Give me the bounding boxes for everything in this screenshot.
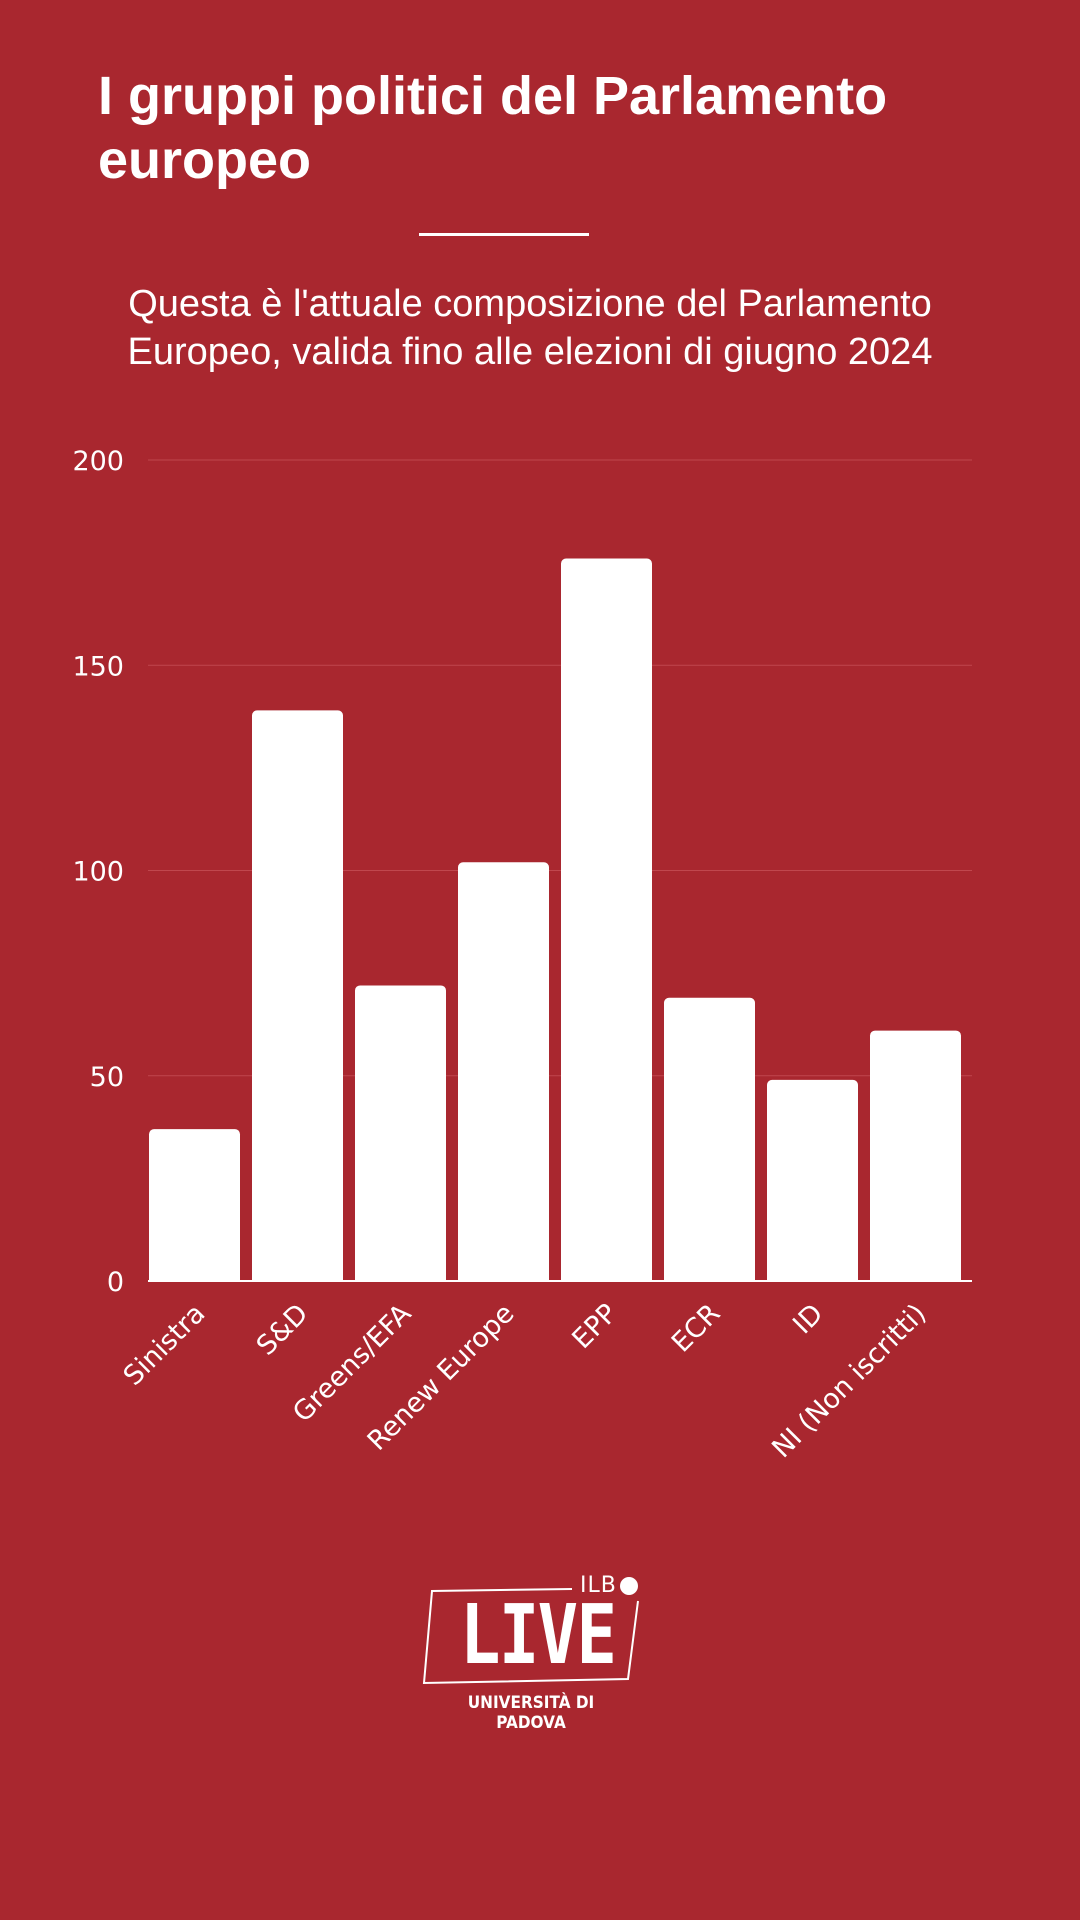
x-tick-label: Sinistra [118, 1298, 212, 1392]
bar [458, 862, 549, 1281]
y-tick-label: 0 [107, 1267, 124, 1298]
bar-base [767, 1275, 858, 1281]
ilbo-live-logo: ILB LIVE UNIVERSITÀ DI PADOVA [420, 1565, 660, 1735]
page-subtitle: Questa è l'attuale composizione del Parl… [127, 283, 933, 373]
bar-base [561, 1275, 652, 1281]
bar-base [252, 1275, 343, 1281]
y-tick-label: 150 [72, 651, 124, 682]
y-tick-label: 200 [72, 446, 124, 477]
logo-subtitle: UNIVERSITÀ DI PADOVA [467, 1693, 595, 1733]
x-tick-label: ECR [666, 1298, 727, 1359]
bar [561, 558, 652, 1281]
bar-base [870, 1275, 961, 1281]
bar-base [664, 1275, 755, 1281]
y-tick-label: 100 [72, 857, 124, 888]
logo-word: LIVE [460, 1588, 617, 1683]
bar-base [458, 1275, 549, 1281]
title-divider [419, 233, 589, 236]
bar-base [149, 1275, 240, 1281]
y-tick-label: 50 [90, 1062, 124, 1093]
bar [870, 1030, 961, 1281]
logo-tag: ILB [580, 1573, 617, 1598]
bar [149, 1129, 240, 1281]
bar [252, 710, 343, 1281]
x-tick-label: ID [787, 1298, 829, 1340]
bar [355, 985, 446, 1281]
page-title: I gruppi politici del Parlamento europeo [98, 66, 888, 190]
logo-dot-icon [620, 1577, 638, 1595]
bar-base [355, 1275, 446, 1281]
bar [767, 1079, 858, 1281]
bar [664, 997, 755, 1281]
x-tick-label: S&D [251, 1298, 315, 1362]
logo-frame-icon [422, 1588, 639, 1685]
x-tick-label: EPP [566, 1298, 623, 1355]
